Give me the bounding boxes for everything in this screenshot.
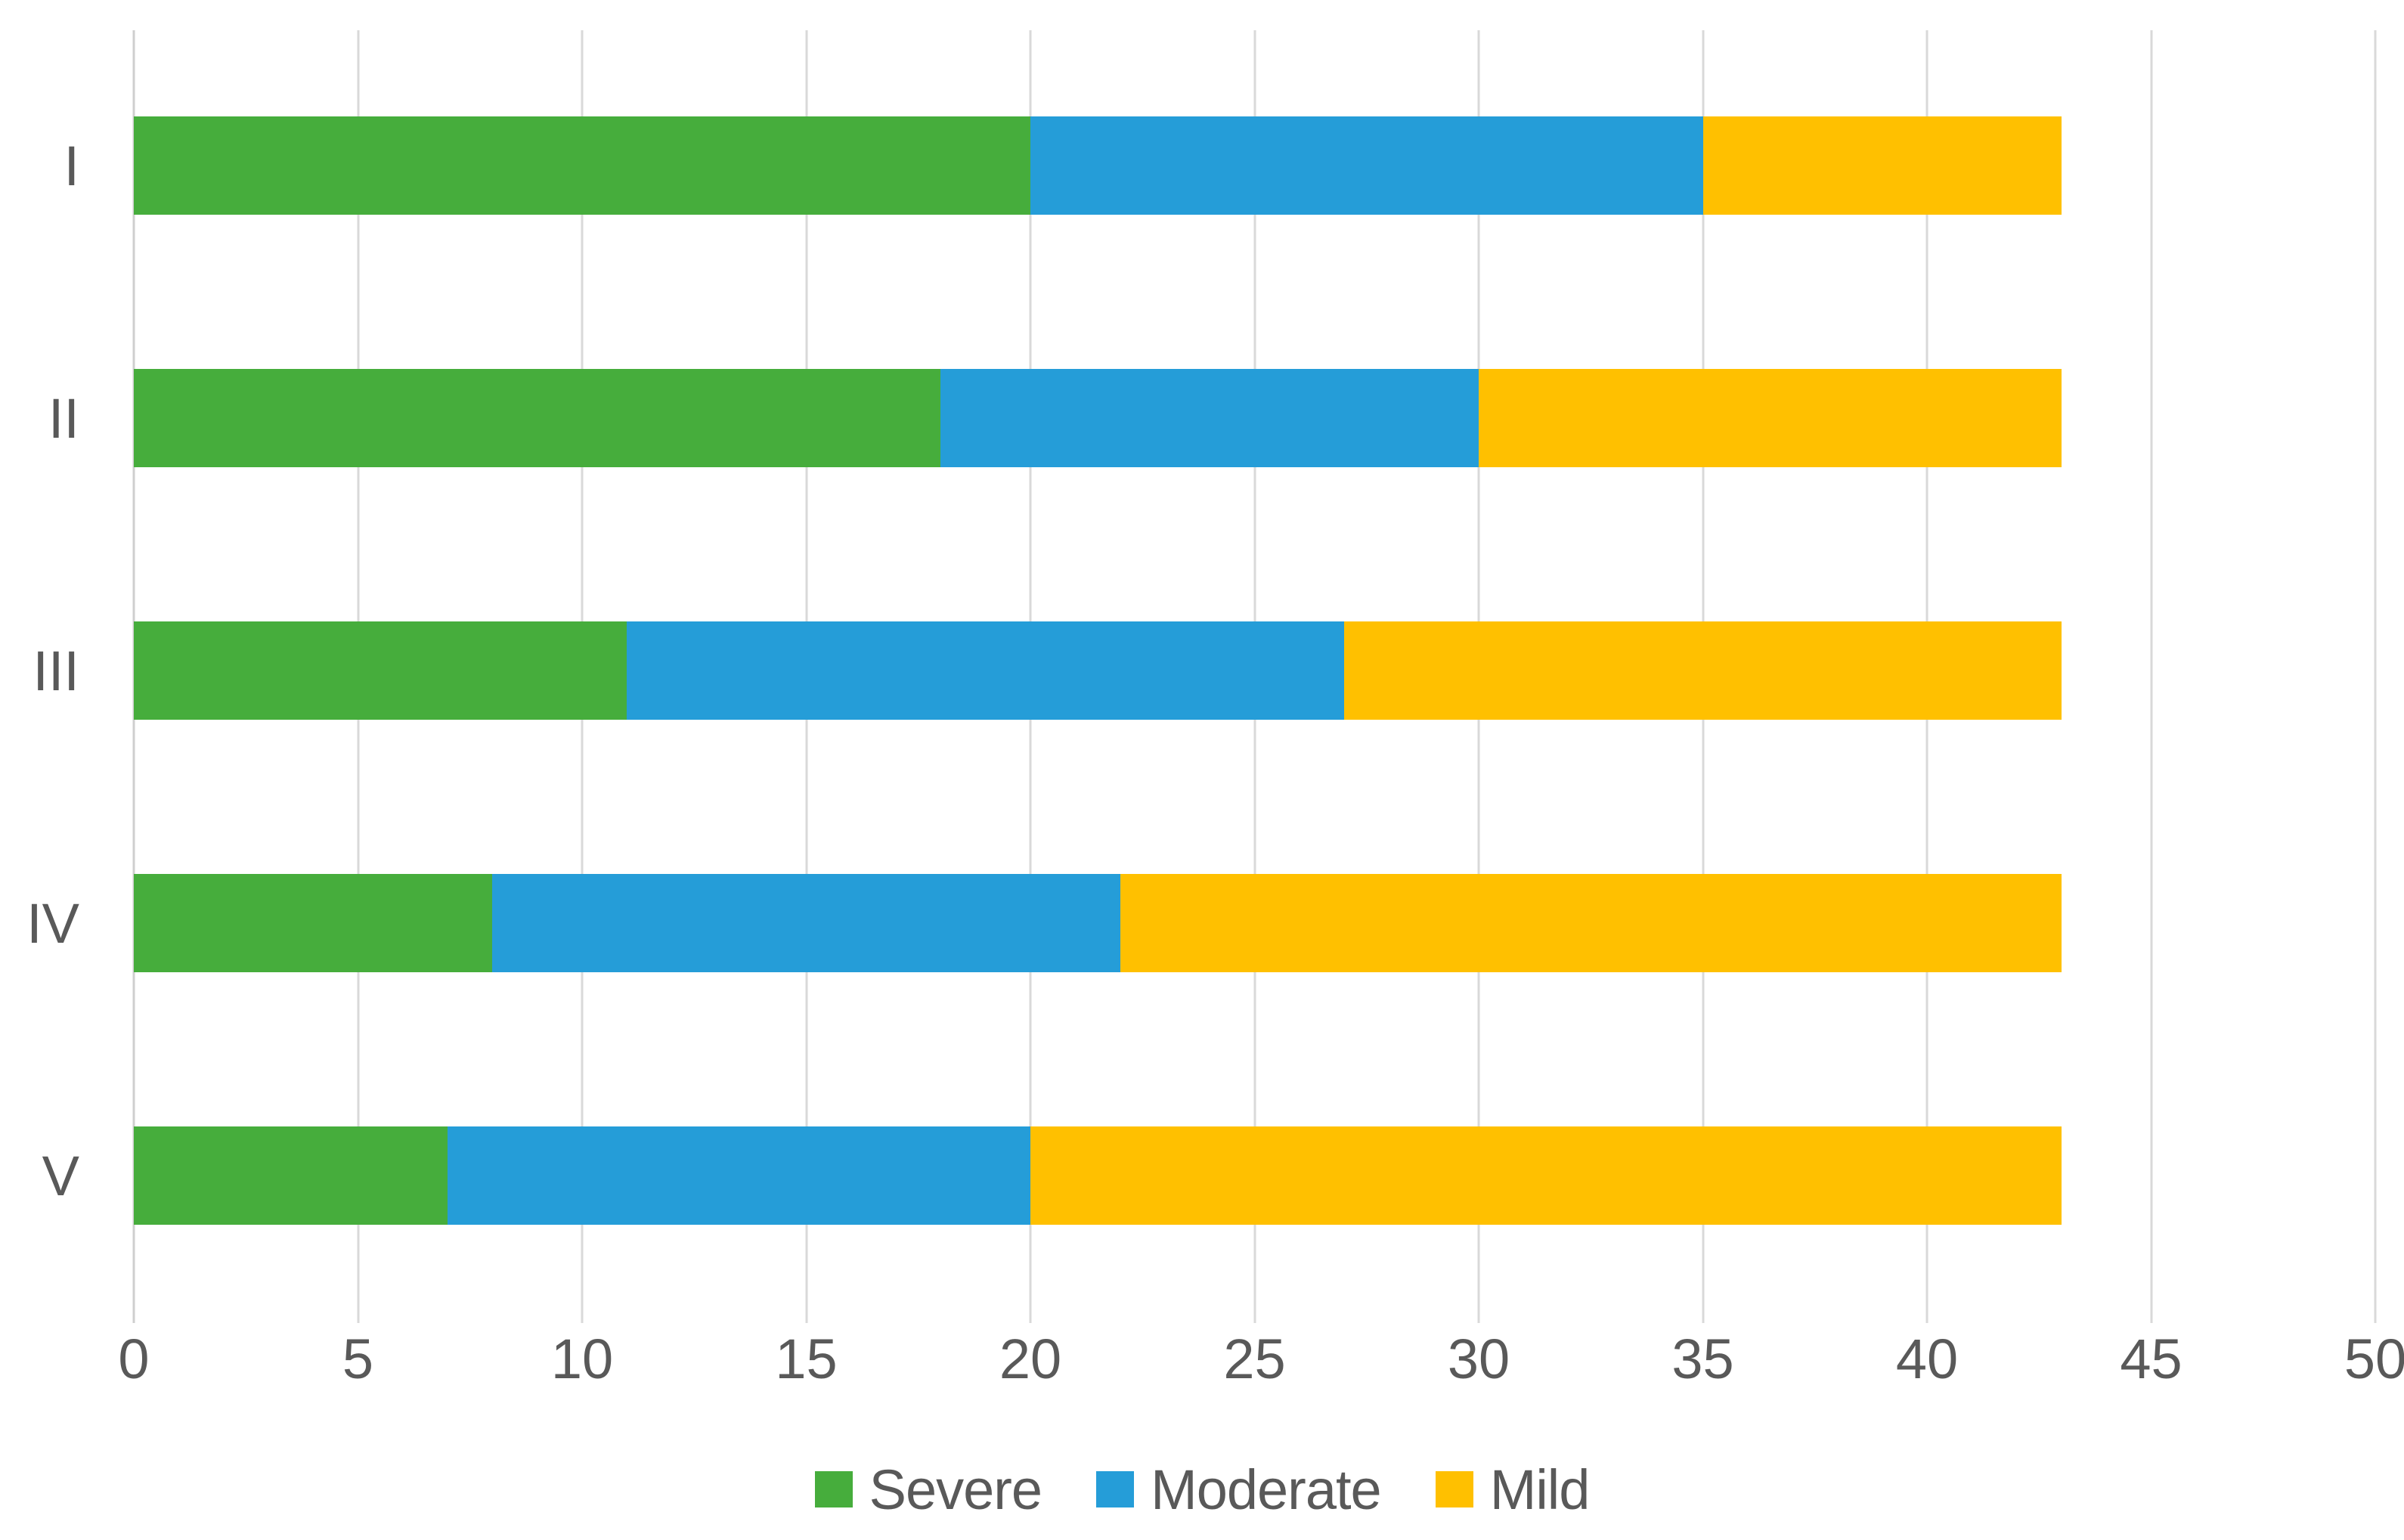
x-axis-labels: 0 5 10 15 20 25 30 35 40 45 50 — [118, 1328, 2404, 1390]
bar-row-I — [134, 39, 2375, 292]
bar-segment-I-moderate — [1030, 116, 1703, 215]
bar-row-IV — [134, 797, 2375, 1049]
x-tick-label-5: 5 — [342, 1328, 374, 1390]
x-tick-label-15: 15 — [775, 1328, 838, 1390]
category-label-IV: IV — [26, 891, 79, 955]
x-tick-label-35: 35 — [1671, 1328, 1734, 1390]
bars-layer — [134, 39, 2375, 1302]
x-tick-label-10: 10 — [550, 1328, 614, 1390]
bar-segment-IV-moderate — [492, 874, 1120, 972]
bar-segment-V-severe — [134, 1126, 448, 1225]
gridline-45 — [2150, 30, 2152, 1323]
category-label-II: II — [48, 386, 79, 450]
plot-area — [132, 30, 2377, 1323]
bar-row-II — [134, 292, 2375, 544]
gridline-50 — [2374, 30, 2377, 1323]
x-tick-label-50: 50 — [2344, 1328, 2404, 1390]
legend-swatch-severe — [814, 1471, 853, 1507]
x-tick-label-45: 45 — [2120, 1328, 2182, 1390]
bar-segment-II-mild — [1478, 369, 2062, 467]
bar-segment-IV-severe — [134, 874, 493, 972]
x-tick-label-40: 40 — [1895, 1328, 1959, 1390]
bar-segment-I-severe — [134, 116, 1030, 215]
x-tick-label-0: 0 — [118, 1328, 150, 1390]
legend-item-moderate: Moderate — [1096, 1458, 1382, 1522]
legend-swatch-moderate — [1096, 1471, 1135, 1507]
bar-segment-II-moderate — [940, 369, 1479, 467]
category-label-V: V — [42, 1144, 79, 1207]
category-label-III: III — [33, 639, 79, 702]
legend-item-severe: Severe — [814, 1458, 1042, 1522]
legend-label-mild: Mild — [1489, 1458, 1591, 1521]
bar-segment-III-moderate — [627, 621, 1345, 720]
bar-segment-III-mild — [1344, 621, 2062, 720]
category-label-I: I — [64, 134, 79, 197]
legend: Severe Moderate Mild — [0, 1458, 2404, 1521]
legend-swatch-mild — [1435, 1471, 1473, 1507]
x-tick-label-25: 25 — [1223, 1328, 1286, 1390]
x-tick-label-30: 30 — [1447, 1328, 1510, 1390]
bar-row-V — [134, 1049, 2375, 1302]
bar-segment-II-severe — [134, 369, 941, 467]
bar-segment-V-mild — [1030, 1126, 2062, 1225]
bar-segment-III-severe — [134, 621, 627, 720]
bar-row-III — [134, 544, 2375, 797]
legend-label-moderate: Moderate — [1151, 1458, 1382, 1521]
bar-segment-IV-mild — [1120, 874, 2062, 972]
legend-label-severe: Severe — [869, 1458, 1042, 1521]
bar-segment-I-mild — [1702, 116, 2062, 215]
y-axis-labels: I II III IV V — [0, 39, 102, 1302]
x-tick-label-20: 20 — [999, 1328, 1062, 1390]
bar-segment-V-moderate — [448, 1126, 1030, 1225]
legend-item-mild: Mild — [1435, 1458, 1591, 1522]
